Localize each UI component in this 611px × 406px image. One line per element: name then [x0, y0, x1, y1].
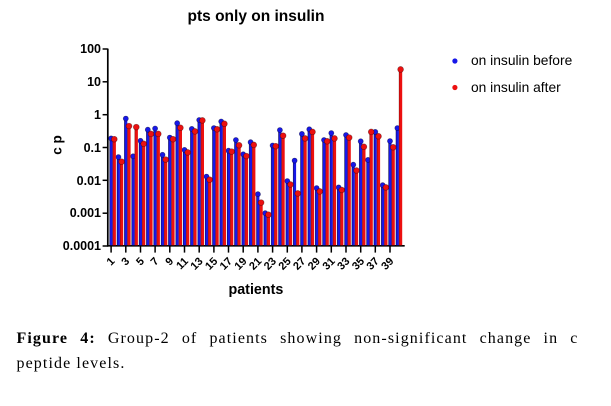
svg-text:5: 5 — [134, 255, 147, 268]
svg-text:39: 39 — [379, 255, 396, 272]
svg-text:1: 1 — [105, 255, 118, 268]
svg-text:3: 3 — [119, 255, 132, 268]
svg-text:9: 9 — [163, 255, 176, 268]
svg-text:7: 7 — [149, 255, 162, 268]
